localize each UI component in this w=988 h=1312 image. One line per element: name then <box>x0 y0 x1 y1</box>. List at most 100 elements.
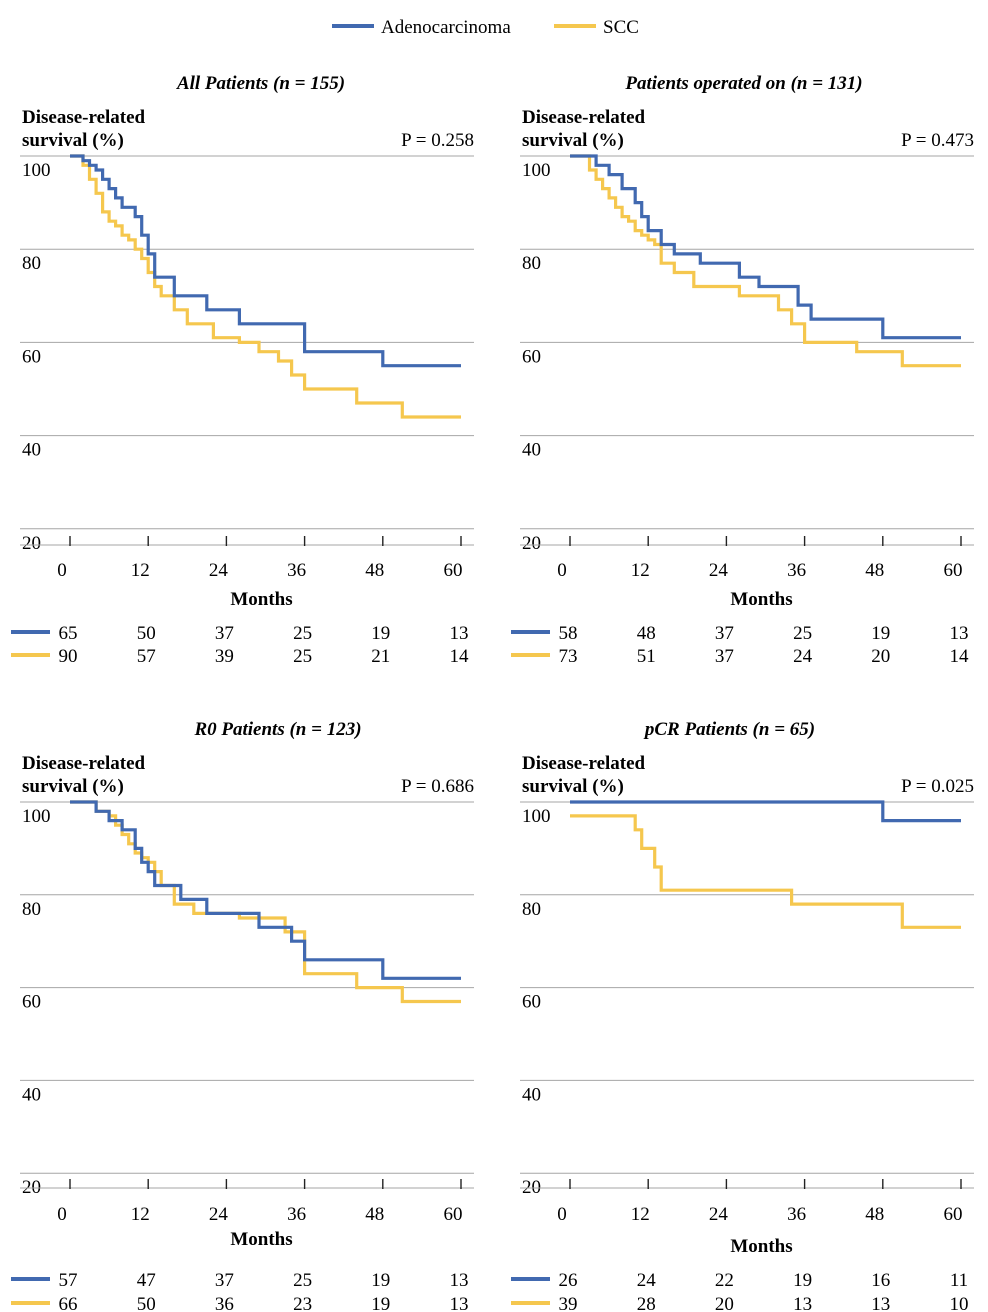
at-risk-count: 65 <box>59 623 78 644</box>
x-tick-label: 48 <box>865 560 884 581</box>
at-risk-count: 50 <box>137 623 156 644</box>
y-tick-label: 60 <box>522 346 541 367</box>
at-risk-count: 25 <box>793 623 812 644</box>
at-risk-count: 13 <box>950 623 969 644</box>
x-axis-label: Months <box>230 1229 292 1250</box>
y-tick-label: 80 <box>522 899 541 920</box>
survival-curve-adenocarcinoma <box>570 154 961 340</box>
at-risk-count: 36 <box>215 1294 234 1312</box>
x-tick-label: 48 <box>365 1204 384 1225</box>
x-tick-label: 60 <box>944 560 963 581</box>
y-tick-label: 80 <box>22 253 41 274</box>
at-risk-count: 25 <box>293 623 312 644</box>
chart-panel: pCR Patients (n = 65) Disease-relatedsurv… <box>511 719 974 1312</box>
y-tick-label: 20 <box>522 533 541 554</box>
x-tick-label: 60 <box>944 1204 963 1225</box>
at-risk-count: 10 <box>950 1294 969 1312</box>
at-risk-count: 20 <box>871 646 890 667</box>
at-risk-count: 19 <box>793 1270 812 1291</box>
at-risk-count: 19 <box>371 623 390 644</box>
y-tick-label: 60 <box>22 992 41 1013</box>
y-tick-label: 100 <box>522 806 551 827</box>
x-axis-label: Months <box>230 589 292 610</box>
p-value: P = 0.025 <box>901 776 974 797</box>
y-tick-label: 60 <box>22 346 41 367</box>
y-tick-label: 80 <box>522 253 541 274</box>
y-axis-label: survival (%) <box>22 130 124 151</box>
at-risk-count: 16 <box>871 1270 890 1291</box>
survival-curve-scc <box>570 154 961 368</box>
x-tick-label: 60 <box>444 560 463 581</box>
p-value: P = 0.258 <box>401 130 474 151</box>
legend-svg: Adenocarcinoma SCC <box>332 17 639 38</box>
y-tick-label: 100 <box>22 806 51 827</box>
y-tick-label: 40 <box>522 440 541 461</box>
at-risk-count: 20 <box>715 1294 734 1312</box>
y-axis-label: Disease-related <box>522 753 646 774</box>
x-tick-label: 36 <box>287 560 306 581</box>
at-risk-count: 14 <box>450 646 470 667</box>
survival-curve-scc <box>70 800 461 1004</box>
y-tick-label: 40 <box>22 440 41 461</box>
at-risk-count: 13 <box>450 623 469 644</box>
at-risk-count: 13 <box>793 1294 812 1312</box>
legend-label: SCC <box>603 17 639 38</box>
chart-panel: Patients operated on (n = 131) Disease-re… <box>511 73 974 667</box>
y-tick-label: 80 <box>22 899 41 920</box>
at-risk-count: 37 <box>715 646 734 667</box>
survival-curve-scc <box>570 814 961 929</box>
at-risk-count: 57 <box>59 1270 78 1291</box>
x-tick-label: 0 <box>57 560 67 581</box>
y-axis-label: Disease-related <box>22 107 146 128</box>
y-axis-label: Disease-related <box>522 107 646 128</box>
at-risk-count: 39 <box>559 1294 578 1312</box>
chart-title: All Patients (n = 155) <box>176 73 345 94</box>
at-risk-count: 57 <box>137 646 156 667</box>
y-tick-label: 100 <box>522 160 551 181</box>
p-value: P = 0.473 <box>901 130 974 151</box>
chart-title: Patients operated on (n = 131) <box>624 73 862 94</box>
x-tick-label: 36 <box>787 1204 806 1225</box>
chart-title: R0 Patients (n = 123) <box>193 719 361 740</box>
chart-title: pCR Patients (n = 65) <box>643 719 815 740</box>
at-risk-count: 19 <box>871 623 890 644</box>
at-risk-count: 13 <box>871 1294 890 1312</box>
y-axis-label: survival (%) <box>522 776 624 797</box>
x-tick-label: 48 <box>865 1204 884 1225</box>
at-risk-count: 22 <box>715 1270 734 1291</box>
at-risk-count: 13 <box>450 1270 469 1291</box>
survival-curve-adenocarcinoma <box>570 800 961 823</box>
chart-legend: Adenocarcinoma SCC <box>0 8 988 44</box>
x-tick-label: 24 <box>209 560 229 581</box>
x-tick-label: 36 <box>287 1204 306 1225</box>
y-tick-label: 100 <box>22 160 51 181</box>
y-tick-label: 40 <box>522 1084 541 1105</box>
x-tick-label: 0 <box>557 560 567 581</box>
x-tick-label: 12 <box>631 560 650 581</box>
at-risk-count: 24 <box>793 646 813 667</box>
p-value: P = 0.686 <box>401 776 474 797</box>
at-risk-count: 37 <box>215 1270 234 1291</box>
at-risk-count: 28 <box>637 1294 656 1312</box>
at-risk-count: 14 <box>950 646 970 667</box>
x-tick-label: 0 <box>57 1204 67 1225</box>
x-tick-label: 0 <box>557 1204 567 1225</box>
x-axis-label: Months <box>730 1236 792 1257</box>
at-risk-count: 39 <box>215 646 234 667</box>
x-axis-label: Months <box>730 589 792 610</box>
legend-label: Adenocarcinoma <box>381 17 511 38</box>
at-risk-count: 47 <box>137 1270 156 1291</box>
survival-curve-adenocarcinoma <box>70 800 461 980</box>
y-tick-label: 60 <box>522 992 541 1013</box>
at-risk-count: 37 <box>215 623 234 644</box>
x-tick-label: 24 <box>709 560 729 581</box>
at-risk-count: 13 <box>450 1294 469 1312</box>
at-risk-count: 58 <box>559 623 578 644</box>
at-risk-count: 51 <box>637 646 656 667</box>
at-risk-count: 50 <box>137 1294 156 1312</box>
at-risk-count: 19 <box>371 1294 390 1312</box>
at-risk-count: 66 <box>59 1294 78 1312</box>
x-tick-label: 12 <box>131 560 150 581</box>
y-axis-label: survival (%) <box>22 776 124 797</box>
